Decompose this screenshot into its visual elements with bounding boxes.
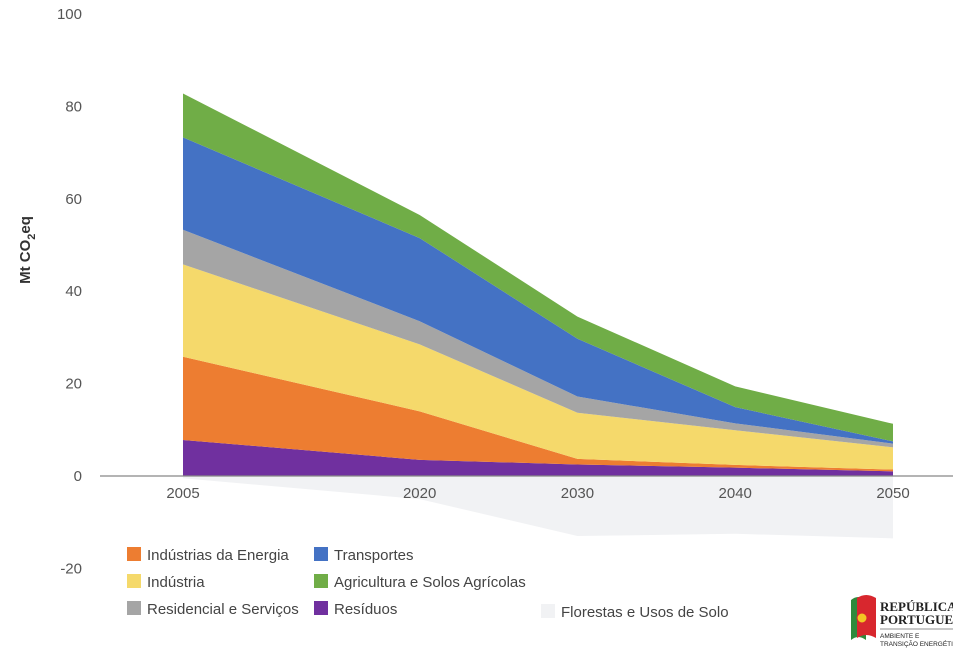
y-axis-label: Mt CO2eq — [17, 216, 38, 284]
x-tick-labels: 2005 2020 2030 2040 2050 — [166, 485, 909, 502]
legend-label: Indústrias da Energia — [147, 547, 289, 564]
area-series-4 — [183, 137, 893, 444]
x-tick-label: 2020 — [403, 485, 436, 502]
legend-item: Florestas e Usos de Solo — [541, 604, 729, 621]
y-tick-label: 80 — [65, 98, 82, 115]
x-tick-label: 2005 — [166, 485, 199, 502]
logo-line-3: AMBIENTE E — [880, 633, 920, 640]
area-series-1 — [183, 356, 893, 472]
y-tick-labels: 100 80 60 40 20 0 -20 — [57, 6, 82, 577]
y-tick-label: -20 — [60, 560, 82, 577]
legend-swatch — [127, 547, 141, 561]
legend-item: Transportes — [314, 547, 413, 564]
logo-line-1: REPÚBLICA — [880, 599, 953, 614]
y-tick-label: 20 — [65, 376, 82, 393]
legend-item: Indústrias da Energia — [127, 547, 289, 564]
legend-label: Transportes — [334, 547, 413, 564]
area-florestas-e-usos-de-solo — [183, 476, 893, 539]
y-tick-label: 100 — [57, 6, 82, 23]
legend-item: Residencial e Serviços — [127, 601, 299, 618]
y-tick-label: 40 — [65, 283, 82, 300]
legend-swatch — [127, 601, 141, 615]
legend-swatch — [314, 547, 328, 561]
stacked-area-layer — [183, 93, 893, 476]
flag-emblem-icon — [851, 595, 876, 640]
legend-swatch — [314, 601, 328, 615]
legend-label: Resíduos — [334, 601, 397, 618]
legend-label: Agricultura e Solos Agrícolas — [334, 574, 526, 591]
legend-item: Resíduos — [314, 601, 397, 618]
area-series-0 — [183, 439, 893, 476]
legend-label: Florestas e Usos de Solo — [561, 604, 729, 621]
logo-line-4: TRANSIÇÃO ENERGÉTICA — [880, 639, 953, 648]
area-series-2 — [183, 264, 893, 470]
legend-swatch — [541, 604, 555, 618]
x-tick-label: 2040 — [719, 485, 752, 502]
republica-portuguesa-logo: REPÚBLICA PORTUGUESA AMBIENTE E TRANSIÇÃ… — [851, 595, 953, 648]
x-tick-label: 2050 — [876, 485, 909, 502]
legend-label: Indústria — [147, 574, 205, 591]
logo-line-2: PORTUGUESA — [880, 612, 953, 627]
legend: Indústrias da Energia Transportes Indústri… — [127, 547, 729, 621]
legend-swatch — [314, 574, 328, 588]
legend-label: Residencial e Serviços — [147, 601, 299, 618]
y-tick-label: 0 — [74, 468, 82, 485]
y-tick-label: 60 — [65, 191, 82, 208]
legend-item: Indústria — [127, 574, 205, 591]
legend-swatch — [127, 574, 141, 588]
negative-area-layer — [183, 476, 893, 539]
x-tick-label: 2030 — [561, 485, 594, 502]
legend-item: Agricultura e Solos Agrícolas — [314, 574, 526, 591]
